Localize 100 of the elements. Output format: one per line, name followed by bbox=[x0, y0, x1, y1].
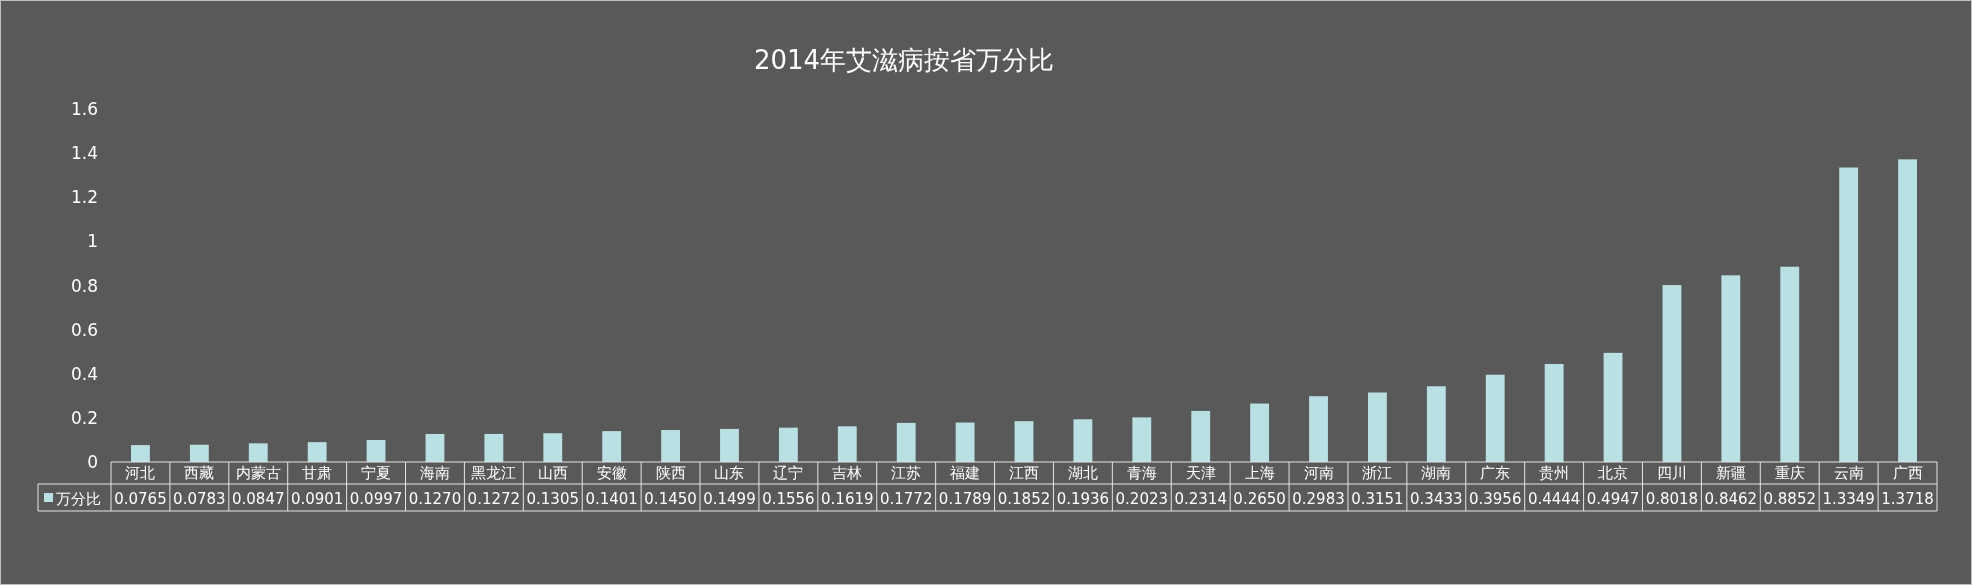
bar bbox=[1662, 285, 1682, 462]
bar bbox=[661, 430, 681, 462]
bar bbox=[1073, 419, 1093, 462]
x-tick-label: 甘肃 bbox=[302, 464, 333, 482]
x-tick-label: 海南 bbox=[419, 464, 450, 482]
x-tick-label: 山西 bbox=[537, 464, 568, 482]
data-label: 0.2314 bbox=[1174, 490, 1227, 508]
legend-label: 万分比 bbox=[56, 490, 101, 508]
data-label: 0.8462 bbox=[1704, 490, 1758, 508]
data-label: 0.1936 bbox=[1056, 490, 1110, 508]
bar bbox=[1485, 374, 1505, 462]
data-label: 0.1789 bbox=[938, 490, 992, 508]
data-label: 0.2650 bbox=[1233, 490, 1286, 508]
data-label: 0.0783 bbox=[173, 490, 226, 508]
bar bbox=[189, 444, 209, 462]
data-label: 0.1619 bbox=[821, 490, 874, 508]
x-tick-label: 云南 bbox=[1833, 464, 1864, 482]
data-label: 0.1852 bbox=[997, 490, 1051, 508]
data-label: 0.2023 bbox=[1115, 490, 1169, 508]
bar bbox=[248, 443, 268, 462]
bar bbox=[720, 428, 739, 462]
bar bbox=[366, 440, 386, 462]
bar bbox=[602, 431, 622, 462]
bar bbox=[131, 445, 150, 462]
x-tick-label: 内蒙古 bbox=[235, 464, 281, 482]
data-label: 0.3433 bbox=[1410, 490, 1463, 508]
y-tick-label: 0.4 bbox=[70, 363, 98, 384]
x-tick-label: 广东 bbox=[1480, 464, 1511, 482]
bar bbox=[543, 433, 563, 462]
data-label: 0.1272 bbox=[467, 490, 521, 508]
y-tick-label: 1 bbox=[87, 231, 98, 252]
x-tick-label: 广西 bbox=[1892, 464, 1923, 482]
y-tick-label: 0 bbox=[87, 452, 98, 472]
data-label: 0.0901 bbox=[290, 490, 344, 508]
data-label: 0.1499 bbox=[703, 490, 756, 508]
bar bbox=[425, 433, 445, 462]
data-label: 0.1772 bbox=[879, 490, 933, 508]
bar bbox=[1014, 421, 1034, 462]
data-label: 0.4444 bbox=[1527, 490, 1581, 508]
bar bbox=[1132, 417, 1152, 462]
bar bbox=[1839, 167, 1859, 462]
x-tick-label: 山东 bbox=[714, 464, 745, 482]
x-tick-label: 江西 bbox=[1009, 464, 1039, 482]
x-tick-label: 贵州 bbox=[1539, 464, 1570, 482]
x-tick-label: 辽宁 bbox=[773, 464, 804, 482]
x-tick-label: 黑龙江 bbox=[471, 464, 517, 482]
bar bbox=[1780, 266, 1800, 462]
bar bbox=[955, 422, 975, 462]
y-tick-label: 1.4 bbox=[70, 143, 98, 164]
x-tick-label: 重庆 bbox=[1774, 464, 1805, 482]
y-tick-label: 0.6 bbox=[70, 319, 98, 340]
x-tick-label: 安徽 bbox=[596, 464, 627, 482]
y-tick-label: 0.2 bbox=[70, 407, 98, 428]
bar bbox=[484, 433, 504, 462]
data-label: 0.1556 bbox=[762, 490, 815, 508]
x-tick-label: 江苏 bbox=[891, 464, 922, 482]
data-label: 0.1305 bbox=[526, 490, 580, 508]
x-tick-label: 北京 bbox=[1598, 464, 1629, 482]
x-tick-label: 福建 bbox=[950, 464, 981, 482]
x-tick-label: 新疆 bbox=[1715, 464, 1746, 482]
bar bbox=[1426, 386, 1446, 462]
x-tick-label: 河南 bbox=[1303, 464, 1334, 482]
bar bbox=[837, 426, 857, 462]
data-label: 0.3956 bbox=[1468, 490, 1522, 508]
y-tick-label: 0.8 bbox=[70, 275, 98, 296]
data-label: 0.0847 bbox=[232, 490, 285, 508]
bar bbox=[1721, 275, 1741, 462]
x-tick-label: 浙江 bbox=[1362, 464, 1393, 482]
data-label: 0.0997 bbox=[349, 490, 403, 508]
x-tick-label: 天津 bbox=[1185, 464, 1216, 482]
bar bbox=[778, 427, 798, 462]
x-tick-label: 陕西 bbox=[655, 464, 686, 482]
x-tick-label: 宁夏 bbox=[361, 464, 392, 482]
y-tick-label: 1.6 bbox=[70, 99, 98, 119]
x-tick-label: 上海 bbox=[1244, 464, 1275, 482]
data-label: 0.1450 bbox=[644, 490, 697, 508]
x-tick-label: 湖北 bbox=[1067, 464, 1098, 482]
bar bbox=[1250, 403, 1270, 462]
bar bbox=[896, 422, 916, 462]
data-label: 0.1401 bbox=[585, 490, 638, 508]
chart-title: 2014年艾滋病按省万分比 bbox=[753, 45, 1055, 75]
bar bbox=[307, 442, 327, 462]
y-tick-label: 1.2 bbox=[70, 187, 98, 208]
data-label: 0.8018 bbox=[1645, 490, 1699, 508]
x-tick-label: 四川 bbox=[1656, 464, 1687, 482]
bar bbox=[1603, 352, 1623, 462]
x-tick-label: 西藏 bbox=[184, 464, 215, 482]
bar bbox=[1898, 159, 1917, 462]
bar bbox=[1544, 363, 1564, 462]
data-label: 0.1270 bbox=[408, 490, 462, 508]
x-tick-label: 湖南 bbox=[1421, 464, 1452, 482]
x-tick-label: 河北 bbox=[125, 464, 156, 482]
data-label: 0.0765 bbox=[114, 490, 167, 508]
x-tick-label: 吉林 bbox=[832, 464, 863, 482]
data-label: 0.2983 bbox=[1292, 490, 1345, 508]
data-label: 0.4947 bbox=[1586, 490, 1640, 508]
bar bbox=[1191, 410, 1211, 462]
bar bbox=[1367, 392, 1387, 462]
data-label: 1.3349 bbox=[1822, 490, 1875, 508]
data-label: 0.3151 bbox=[1351, 490, 1404, 508]
